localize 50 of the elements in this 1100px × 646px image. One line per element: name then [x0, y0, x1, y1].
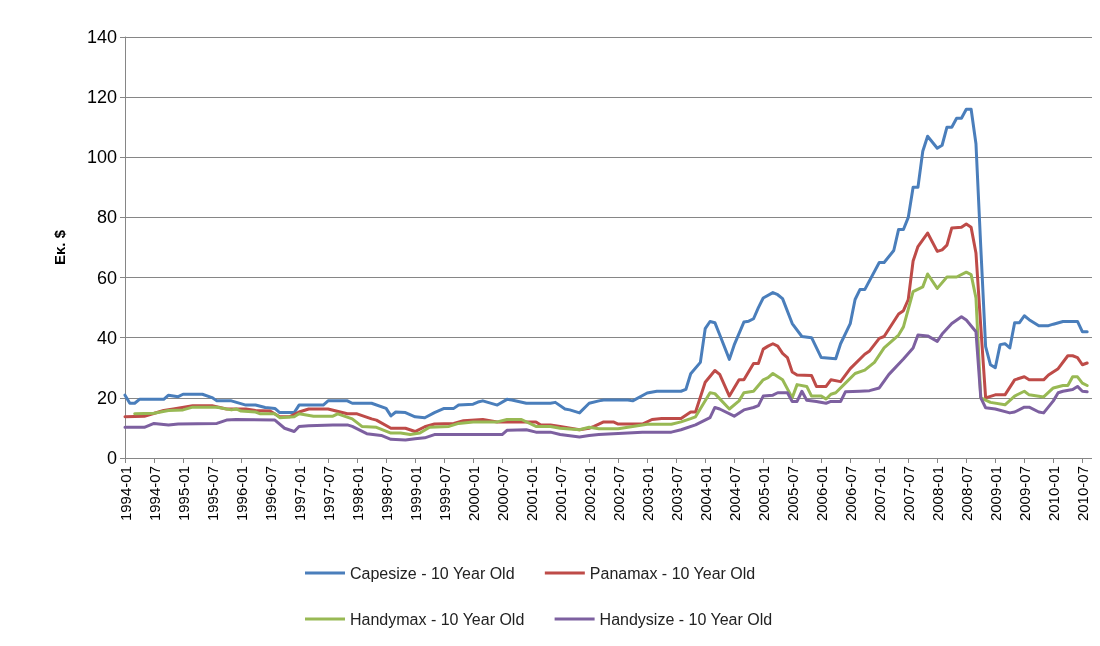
- line-series: [133, 270, 1089, 437]
- legend-label: Handysize - 10 Year Old: [599, 610, 773, 628]
- y-tick-label: 0: [106, 448, 117, 468]
- x-tick-label: 2003-01: [638, 466, 656, 522]
- x-tick-label: 1995-01: [174, 466, 192, 522]
- x-tick-label: 2007-07: [899, 466, 917, 522]
- x-tick-label: 2002-07: [609, 466, 627, 522]
- x-tick-label: 1995-07: [203, 466, 221, 522]
- legend-label: Handymax - 10 Year Old: [350, 610, 525, 628]
- x-tick-label: 1997-01: [290, 466, 308, 522]
- x-tick-label: 2004-01: [696, 466, 714, 522]
- x-tick-label: 1994-07: [145, 466, 163, 522]
- x-tick-label: 1996-07: [261, 466, 279, 522]
- y-tick-label: 100: [86, 147, 117, 168]
- y-tick-label: 40: [96, 327, 117, 348]
- x-tick-label: 2008-07: [957, 466, 975, 522]
- x-tick-label: 1997-07: [319, 466, 337, 522]
- x-tick-label: 2001-01: [522, 466, 540, 522]
- x-tick-label: 2001-07: [551, 466, 569, 522]
- x-tick-label: 2009-07: [1015, 466, 1033, 522]
- x-tick-label: 2010-01: [1044, 466, 1062, 522]
- line-series: [123, 107, 1089, 420]
- x-tick-label: 2000-01: [464, 466, 482, 522]
- y-tick-label: 140: [86, 27, 117, 47]
- x-tick-label: 1996-01: [232, 466, 250, 522]
- x-tick-label: 2006-01: [812, 466, 830, 522]
- x-tick-label: 1994-01: [116, 466, 134, 522]
- legend-label: Capesize - 10 Year Old: [350, 564, 515, 582]
- x-tick-label: 2009-01: [986, 466, 1004, 522]
- y-tick-label: 80: [96, 207, 117, 228]
- x-tick-label: 2005-01: [754, 466, 772, 522]
- x-tick-label: 2006-07: [841, 466, 859, 522]
- x-tick-label: 2000-07: [493, 466, 511, 522]
- y-axis-title: Εκ. $: [51, 229, 68, 266]
- x-tick-label: 2007-01: [870, 466, 888, 522]
- x-tick-label: 1999-01: [406, 466, 424, 522]
- y-tick-label: 120: [86, 87, 117, 108]
- x-tick-label: 1998-07: [377, 466, 395, 522]
- legend-label: Panamax - 10 Year Old: [589, 564, 756, 582]
- y-tick-label: 20: [96, 387, 117, 408]
- x-tick-label: 2004-07: [725, 466, 743, 522]
- x-tick-label: 2003-07: [667, 466, 685, 522]
- x-tick-label: 1999-07: [435, 466, 453, 522]
- x-tick-label: 2010-07: [1073, 466, 1091, 522]
- x-tick-label: 2002-01: [580, 466, 598, 522]
- x-tick-label: 1998-01: [348, 466, 366, 522]
- x-tick-label: 2008-01: [928, 466, 946, 522]
- line-series: [123, 315, 1089, 442]
- x-tick-label: 2005-07: [783, 466, 801, 522]
- y-tick-label: 60: [96, 267, 117, 288]
